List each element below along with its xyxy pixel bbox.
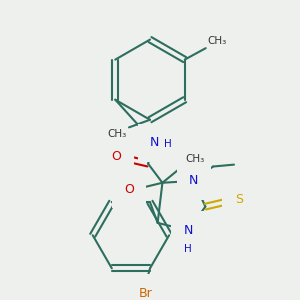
Text: CH₃: CH₃ [208, 36, 227, 46]
Text: S: S [235, 194, 243, 206]
Text: O: O [112, 151, 122, 164]
Text: N: N [189, 174, 199, 188]
Text: N: N [150, 136, 160, 149]
Text: H: H [164, 139, 172, 148]
Text: Br: Br [138, 287, 152, 300]
Text: O: O [124, 183, 134, 196]
Text: H: H [184, 244, 192, 254]
Text: CH₃: CH₃ [108, 129, 127, 139]
Text: N: N [184, 224, 193, 237]
Text: CH₃: CH₃ [185, 154, 205, 164]
